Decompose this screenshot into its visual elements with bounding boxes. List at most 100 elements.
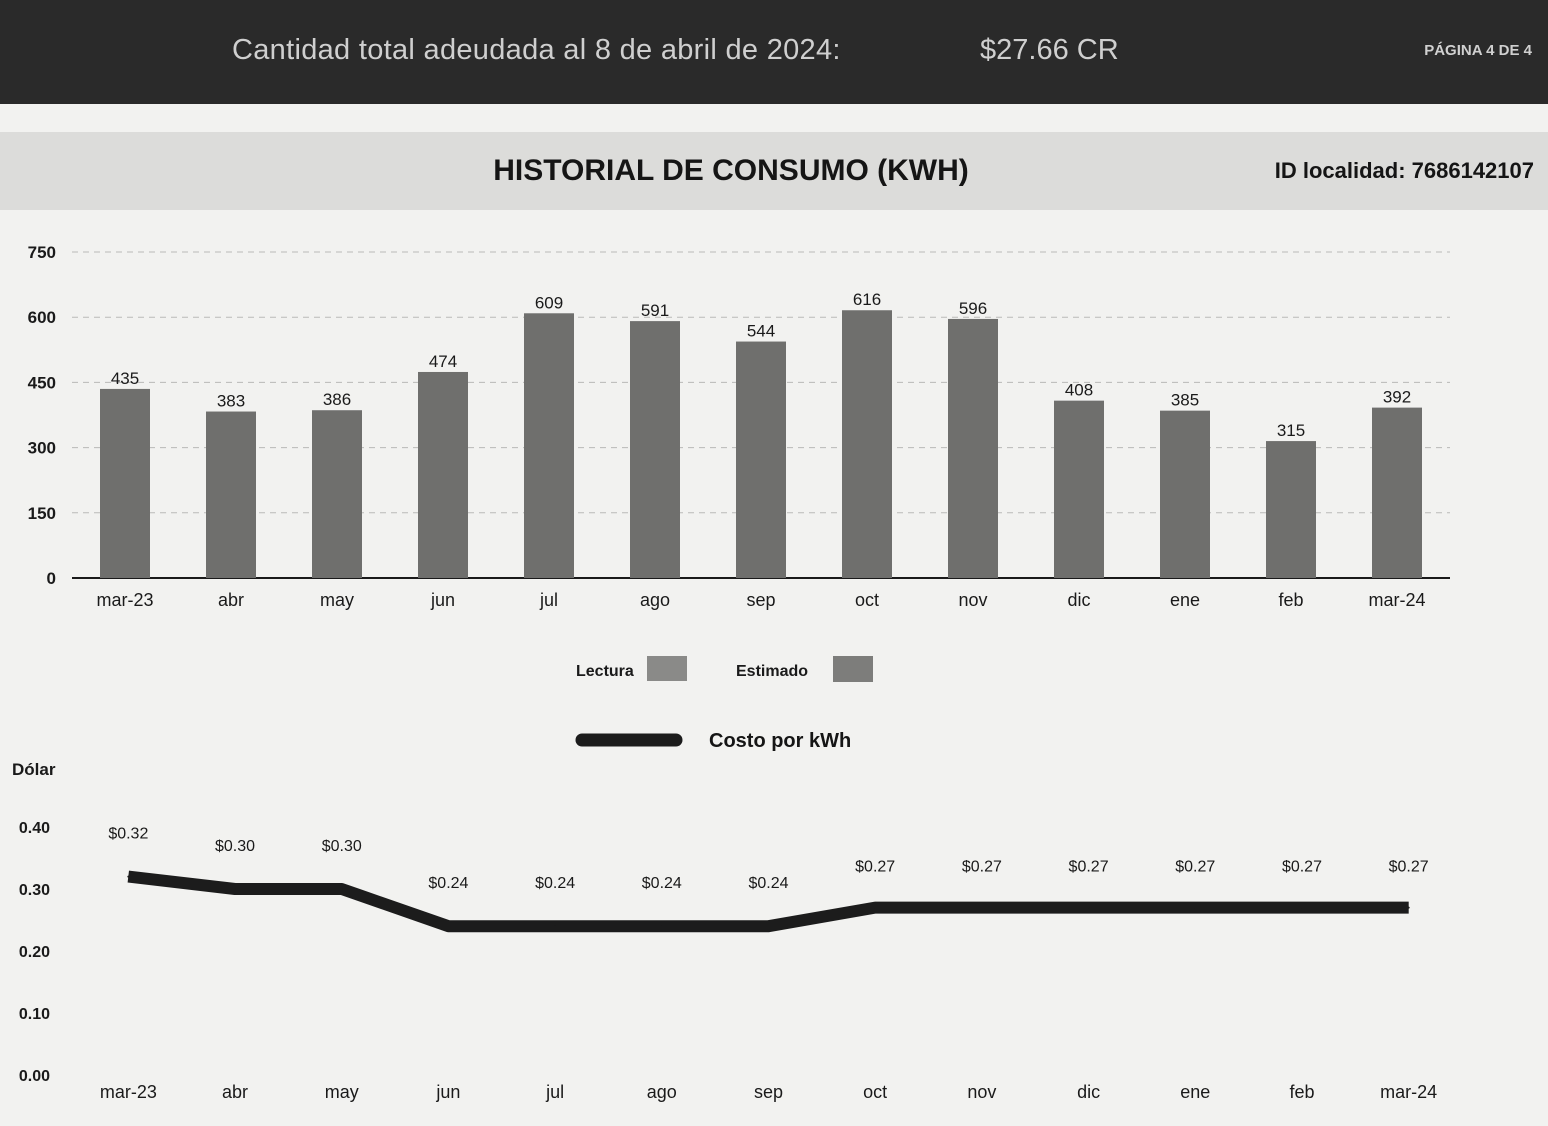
consumption-bar-chart: 0 150 300 450 600 750 435 mar-23 383 abr 386 may 474… <box>28 243 1450 610</box>
location-id: ID localidad: 7686142107 <box>1274 158 1534 183</box>
x-tick-label: mar-24 <box>1380 1082 1437 1102</box>
bar-data-label: 408 <box>1065 381 1093 400</box>
bar-data-label: 474 <box>429 352 457 371</box>
bar <box>1160 410 1210 578</box>
bar <box>1054 400 1104 578</box>
cost-data-label: $0.24 <box>535 875 575 892</box>
bar-data-label: 616 <box>853 290 881 309</box>
bar <box>1266 441 1316 578</box>
x-tick-label: oct <box>855 590 879 610</box>
legend-estimado-swatch <box>833 656 873 682</box>
cost-data-point <box>554 925 557 928</box>
y-tick-label: 600 <box>28 308 56 327</box>
y-tick-label: 0.30 <box>19 882 50 899</box>
bar <box>312 410 362 578</box>
bar <box>1372 407 1422 578</box>
bar <box>948 318 998 578</box>
x-tick-label: sep <box>746 590 775 610</box>
cost-data-label: $0.27 <box>1389 859 1429 876</box>
x-tick-label: ene <box>1170 590 1200 610</box>
amount-due-value: $27.66 CR <box>980 34 1119 66</box>
bar-data-label: 386 <box>323 390 351 409</box>
x-tick-label: jun <box>435 1082 460 1102</box>
legend-cost-line-label: Costo por kWh <box>709 730 851 752</box>
cost-data-label: $0.27 <box>855 859 895 876</box>
bar-data-label: 609 <box>535 293 563 312</box>
cost-data-label: $0.30 <box>215 838 255 855</box>
y-tick-label: 750 <box>28 243 56 262</box>
x-tick-label: feb <box>1289 1082 1314 1102</box>
cost-data-label: $0.24 <box>642 875 682 892</box>
x-tick-label: dic <box>1077 1082 1100 1102</box>
cost-data-point <box>1300 906 1303 909</box>
x-tick-label: ago <box>647 1082 677 1102</box>
bar-data-label: 385 <box>1171 391 1199 410</box>
bar-data-label: 435 <box>111 369 139 388</box>
cost-data-point <box>447 925 450 928</box>
amount-due-label: Cantidad total adeudada al 8 de abril de… <box>232 34 841 66</box>
x-tick-label: feb <box>1278 590 1303 610</box>
y-tick-label: 450 <box>28 373 56 392</box>
y-tick-label: 150 <box>28 504 56 523</box>
section-header: HISTORIAL DE CONSUMO (KWH) ID localidad:… <box>0 132 1548 210</box>
y-tick-label: 0.00 <box>19 1068 50 1085</box>
bar <box>736 341 786 578</box>
x-tick-label: jun <box>430 590 455 610</box>
cost-data-point <box>1087 906 1090 909</box>
y-axis-title: Dólar <box>12 760 56 779</box>
legend-lectura-label: Lectura <box>576 663 634 680</box>
x-tick-label: oct <box>863 1082 887 1102</box>
chart-title: HISTORIAL DE CONSUMO (KWH) <box>493 154 969 187</box>
cost-data-point <box>874 906 877 909</box>
cost-data-label: $0.27 <box>1175 859 1215 876</box>
page-number: PÁGINA 4 DE 4 <box>1424 42 1532 59</box>
x-tick-label: mar-23 <box>96 590 153 610</box>
cost-data-label: $0.30 <box>322 838 362 855</box>
x-tick-label: jul <box>545 1082 564 1102</box>
chart-legend: Lectura Estimado Costo por kWh <box>575 656 873 752</box>
y-tick-label: 0 <box>47 569 56 588</box>
cost-data-label: $0.27 <box>1282 859 1322 876</box>
cost-data-point <box>767 925 770 928</box>
x-tick-label: abr <box>222 1082 248 1102</box>
bar <box>418 371 468 578</box>
legend-estimado-label: Estimado <box>736 663 808 680</box>
top-banner: Cantidad total adeudada al 8 de abril de… <box>0 0 1548 104</box>
cost-data-label: $0.24 <box>748 875 788 892</box>
x-tick-label: dic <box>1067 590 1090 610</box>
cost-data-label: $0.32 <box>108 826 148 843</box>
cost-data-label: $0.27 <box>1069 859 1109 876</box>
x-tick-label: sep <box>754 1082 783 1102</box>
x-tick-label: may <box>325 1082 359 1102</box>
bar-data-label: 392 <box>1383 388 1411 407</box>
cost-data-label: $0.24 <box>428 875 468 892</box>
y-tick-label: 0.40 <box>19 820 50 837</box>
x-tick-label: may <box>320 590 354 610</box>
bar-data-label: 596 <box>959 299 987 318</box>
x-tick-label: ago <box>640 590 670 610</box>
bar-data-label: 544 <box>747 322 775 341</box>
cost-data-point <box>127 875 130 878</box>
x-tick-label: mar-23 <box>100 1082 157 1102</box>
cost-data-point <box>660 925 663 928</box>
x-tick-label: nov <box>958 590 987 610</box>
bar-data-label: 315 <box>1277 421 1305 440</box>
bar <box>630 321 680 578</box>
bar-data-label: 383 <box>217 392 245 411</box>
bar <box>842 310 892 578</box>
y-tick-label: 300 <box>28 439 56 458</box>
bar-data-label: 591 <box>641 301 669 320</box>
cost-data-point <box>980 906 983 909</box>
cost-line-chart: Dólar 0.00 0.10 0.20 0.30 0.40 $0.32 mar-23 $0.3… <box>12 760 1437 1102</box>
y-tick-label: 0.10 <box>19 1006 50 1023</box>
bar <box>100 388 150 578</box>
bar <box>524 313 574 578</box>
cost-data-point <box>340 888 343 890</box>
x-tick-label: ene <box>1180 1082 1210 1102</box>
x-tick-label: nov <box>967 1082 996 1102</box>
legend-lectura-swatch <box>647 656 687 681</box>
x-tick-label: abr <box>218 590 244 610</box>
cost-data-point <box>1194 906 1197 909</box>
x-tick-label: mar-24 <box>1368 590 1425 610</box>
cost-data-label: $0.27 <box>962 859 1002 876</box>
